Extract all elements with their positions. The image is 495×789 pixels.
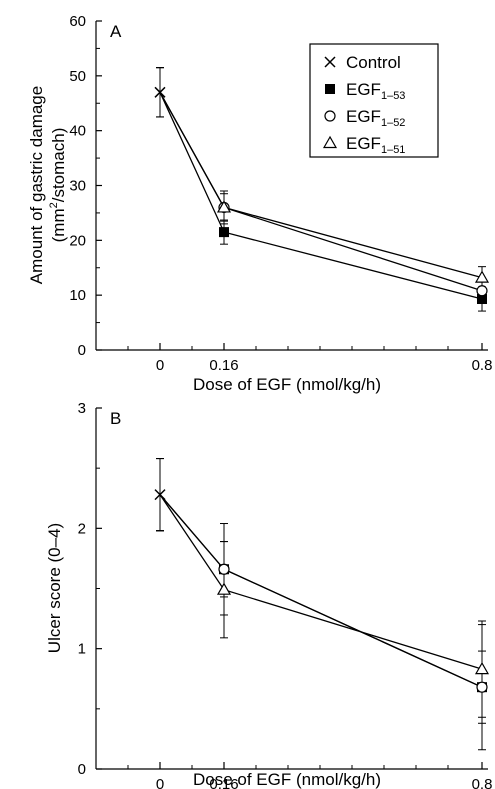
b-series-3-line bbox=[159, 494, 483, 670]
a-series-0-point-0-b bbox=[154, 86, 166, 98]
legend-label-0: Control bbox=[346, 53, 401, 72]
legend-label-1: EGF1–53 bbox=[346, 80, 405, 102]
panel-a-y-axis-title-line1: Amount of gastric damage bbox=[27, 86, 46, 284]
legend-marker-0 bbox=[324, 56, 336, 68]
b-xtick-label-1: 0.16 bbox=[209, 776, 238, 789]
b-series-1 bbox=[156, 458, 486, 724]
b-series-0-point-0-b bbox=[154, 489, 166, 501]
panel-a-y-unit-sup: 2 bbox=[48, 202, 60, 208]
legend-label-main-3: EGF bbox=[346, 134, 381, 153]
a-series-1-point-1 bbox=[219, 227, 229, 238]
b-series-3-markers bbox=[216, 582, 490, 675]
a-ytick-label-3: 30 bbox=[69, 178, 86, 195]
legend-marker-1 bbox=[325, 84, 335, 94]
panel-a-y-ticks: 0 10 20 30 40 50 60 bbox=[69, 13, 102, 359]
legend-marker-0-b bbox=[324, 56, 336, 68]
b-series-2-point-2 bbox=[476, 681, 488, 693]
a-series-1-point-2 bbox=[477, 294, 487, 305]
a-ytick-label-2: 20 bbox=[69, 232, 86, 249]
a-ytick-label-4: 40 bbox=[69, 123, 86, 140]
legend-label-main-2: EGF bbox=[346, 107, 381, 126]
legend-marker-2 bbox=[324, 110, 336, 122]
a-ytick-label-6: 60 bbox=[69, 13, 86, 30]
panel-b-label: B bbox=[110, 409, 121, 428]
panel-a-y-unit-post: /stomach) bbox=[49, 128, 68, 203]
panel-b-x-ticks: 0 0.16 0.8 bbox=[127, 762, 493, 789]
b-xtick-label-0: 0 bbox=[156, 776, 164, 789]
panel-a: 0 10 20 30 40 50 60 0 0.16 0.8 A Amount of gastr… bbox=[27, 13, 492, 394]
panel-a-label: A bbox=[110, 22, 122, 41]
legend-label-sub-3: 1–51 bbox=[381, 144, 405, 156]
panel-a-x-ticks: 0 0.16 0.8 bbox=[127, 343, 493, 374]
a-series-3-point-1 bbox=[216, 200, 232, 213]
b-series-3 bbox=[156, 458, 486, 718]
a-series-1-markers bbox=[219, 227, 487, 305]
panel-b-y-axis-title: Ulcer score (0–4) bbox=[45, 523, 64, 653]
legend-label-3: EGF1–51 bbox=[346, 134, 405, 156]
a-xtick-label-1: 0.16 bbox=[209, 357, 238, 374]
panel-b: 0 1 2 3 0 0.16 0.8 B Ulcer score (0–4) Dose o… bbox=[45, 400, 492, 789]
legend-marker-3 bbox=[322, 135, 338, 149]
b-series-2-point-1 bbox=[218, 563, 230, 575]
b-xtick-label-2: 0.8 bbox=[472, 776, 493, 789]
panel-a-x-axis-title: Dose of EGF (nmol/kg/h) bbox=[193, 375, 381, 394]
b-ytick-label-0: 0 bbox=[78, 761, 86, 778]
b-ytick-label-2: 2 bbox=[78, 520, 86, 537]
b-series-1-line bbox=[159, 494, 483, 688]
a-series-3-point-2 bbox=[474, 270, 490, 283]
a-ytick-label-5: 50 bbox=[69, 68, 86, 85]
b-series-2 bbox=[156, 458, 486, 751]
b-series-2-markers bbox=[218, 563, 488, 693]
a-series-0-point-0 bbox=[154, 86, 166, 98]
panel-a-y-axis-title-line2: (mm2/stomach) bbox=[48, 128, 68, 243]
a-ytick-label-0: 0 bbox=[78, 342, 86, 359]
b-series-2-line bbox=[159, 494, 483, 688]
legend-label-main-0: Control bbox=[346, 53, 401, 72]
b-series-3-point-2 bbox=[474, 661, 490, 675]
a-series-0-markers bbox=[154, 86, 166, 98]
a-series-3-markers bbox=[216, 200, 490, 283]
panel-b-y-ticks: 0 1 2 3 bbox=[78, 400, 102, 778]
panel-b-x-axis-title: Dose of EGF (nmol/kg/h) bbox=[193, 770, 381, 789]
legend-label-sub-2: 1–52 bbox=[381, 117, 405, 129]
b-ytick-label-1: 1 bbox=[78, 641, 86, 658]
a-xtick-label-0: 0 bbox=[156, 357, 164, 374]
b-series-3-point-1 bbox=[216, 582, 232, 595]
a-series-2-point-2 bbox=[476, 285, 488, 297]
b-series-0-point-0 bbox=[154, 489, 166, 501]
b-ytick-label-3: 3 bbox=[78, 400, 86, 417]
a-ytick-label-1: 10 bbox=[69, 287, 86, 304]
legend-label-sub-1: 1–53 bbox=[381, 90, 405, 102]
legend-label-main-1: EGF bbox=[346, 80, 381, 99]
panel-b-plot-area bbox=[154, 458, 490, 751]
b-series-0-markers bbox=[154, 489, 166, 501]
legend-label-2: EGF1–52 bbox=[346, 107, 405, 129]
a-xtick-label-2: 0.8 bbox=[472, 357, 493, 374]
panel-a-plot-area bbox=[154, 67, 490, 312]
panel-a-y-unit-pre: (mm bbox=[49, 208, 68, 242]
